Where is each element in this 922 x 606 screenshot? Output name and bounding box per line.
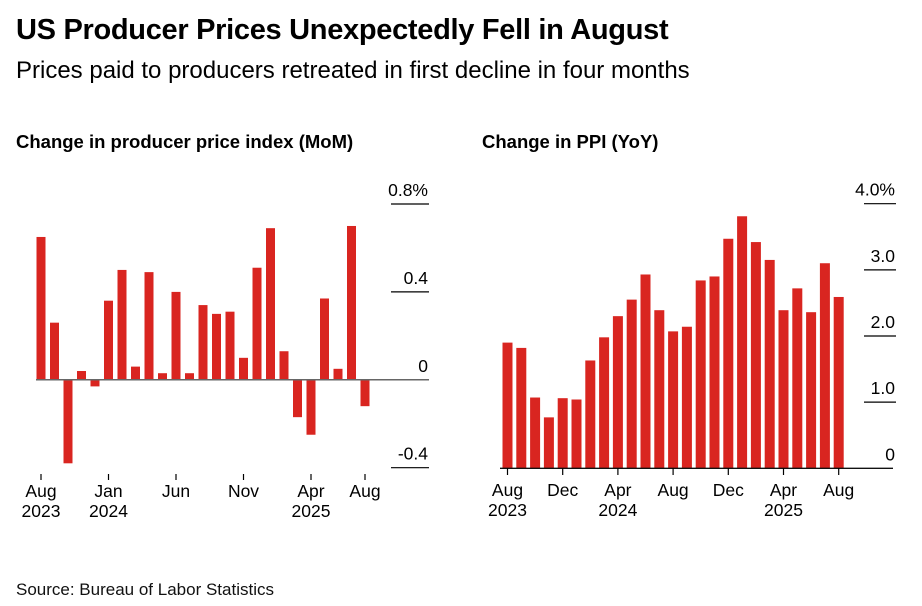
mom-bar — [333, 368, 343, 380]
mom-bar — [212, 313, 221, 380]
yoy-bar — [654, 310, 665, 469]
yoy-bar — [806, 312, 817, 469]
mom-x-tick-year-label: 2024 — [89, 501, 128, 521]
mom-y-tick-label: 0.8% — [388, 180, 428, 200]
mom-bar — [239, 357, 248, 380]
mom-bar — [225, 311, 235, 380]
yoy-bar — [792, 288, 803, 469]
mom-bar — [36, 236, 46, 380]
mom-bar — [320, 298, 329, 380]
yoy-bar — [599, 337, 610, 469]
mom-x-tick-year-label: 2025 — [292, 501, 331, 521]
mom-bar — [252, 267, 262, 380]
mom-bar — [293, 379, 302, 418]
yoy-x-tick-label: Dec — [713, 480, 744, 500]
yoy-y-tick-label: 0 — [885, 444, 895, 464]
mom-bar — [158, 373, 167, 380]
yoy-x-tick-year-label: 2025 — [764, 500, 803, 520]
yoy-bar — [723, 238, 734, 469]
source-note: Source: Bureau of Labor Statistics — [16, 580, 274, 599]
mom-bar — [171, 291, 181, 380]
mom-chart-title: Change in producer price index (MoM) — [16, 131, 354, 152]
yoy-bar — [612, 316, 623, 469]
page-subtitle: Prices paid to producers retreated in fi… — [16, 57, 690, 84]
mom-bar — [198, 305, 208, 380]
yoy-bar — [668, 331, 679, 469]
yoy-bar — [695, 280, 706, 469]
mom-y-tick-label: -0.4 — [398, 444, 428, 464]
yoy-bar — [819, 263, 830, 469]
yoy-x-tick-year-label: 2023 — [488, 500, 527, 520]
mom-bar — [279, 351, 289, 380]
yoy-chart-title: Change in PPI (YoY) — [482, 131, 659, 152]
mom-bar — [144, 272, 154, 380]
mom-y-tick-label: 0 — [418, 356, 428, 376]
yoy-bar — [502, 342, 513, 469]
mom-bar — [131, 366, 140, 380]
mom-bar — [347, 225, 356, 380]
mom-bar — [266, 228, 275, 380]
mom-bar — [63, 379, 73, 464]
mom-bar — [306, 379, 316, 435]
yoy-bar — [709, 276, 720, 469]
yoy-x-tick-label: Aug — [658, 480, 689, 500]
yoy-bar — [626, 299, 637, 469]
yoy-bar — [737, 216, 748, 469]
mom-x-tick-label: Aug — [25, 481, 56, 501]
yoy-bar — [516, 347, 527, 469]
page-title: US Producer Prices Unexpectedly Fell in … — [16, 14, 669, 46]
yoy-x-tick-year-label: 2024 — [598, 500, 637, 520]
mom-x-tick-label: Nov — [228, 481, 259, 501]
mom-bar — [50, 322, 59, 380]
yoy-bar — [833, 296, 844, 469]
yoy-x-tick-label: Dec — [547, 480, 578, 500]
mom-x-tick-label: Aug — [349, 481, 380, 501]
yoy-bar — [764, 259, 775, 469]
yoy-x-tick-label: Aug — [492, 480, 523, 500]
mom-y-tick-label: 0.4 — [404, 268, 429, 288]
yoy-y-tick-label: 1.0 — [871, 378, 896, 398]
mom-bar — [90, 379, 100, 387]
mom-x-tick-label: Jan — [94, 481, 122, 501]
yoy-y-tick-label: 3.0 — [871, 246, 896, 266]
yoy-bar — [750, 242, 761, 469]
yoy-bar — [778, 310, 789, 469]
yoy-bar — [557, 398, 568, 469]
mom-bar — [117, 269, 127, 380]
mom-x-tick-year-label: 2023 — [22, 501, 61, 521]
mom-x-tick-label: Apr — [297, 481, 324, 501]
yoy-x-tick-label: Apr — [770, 480, 797, 500]
yoy-bar — [640, 274, 651, 469]
mom-bar — [77, 371, 86, 380]
yoy-x-tick-label: Apr — [604, 480, 631, 500]
yoy-y-tick-label: 4.0% — [855, 180, 895, 200]
yoy-x-tick-label: Aug — [823, 480, 854, 500]
mom-bar — [185, 373, 194, 380]
yoy-y-tick-label: 2.0 — [871, 312, 896, 332]
yoy-bar — [530, 397, 541, 469]
yoy-bar — [571, 399, 582, 469]
yoy-bar — [543, 417, 554, 469]
mom-x-tick-label: Jun — [162, 481, 190, 501]
yoy-bar — [585, 360, 596, 469]
mom-bar — [104, 300, 113, 380]
yoy-bar — [681, 326, 692, 469]
mom-bar — [360, 379, 370, 407]
